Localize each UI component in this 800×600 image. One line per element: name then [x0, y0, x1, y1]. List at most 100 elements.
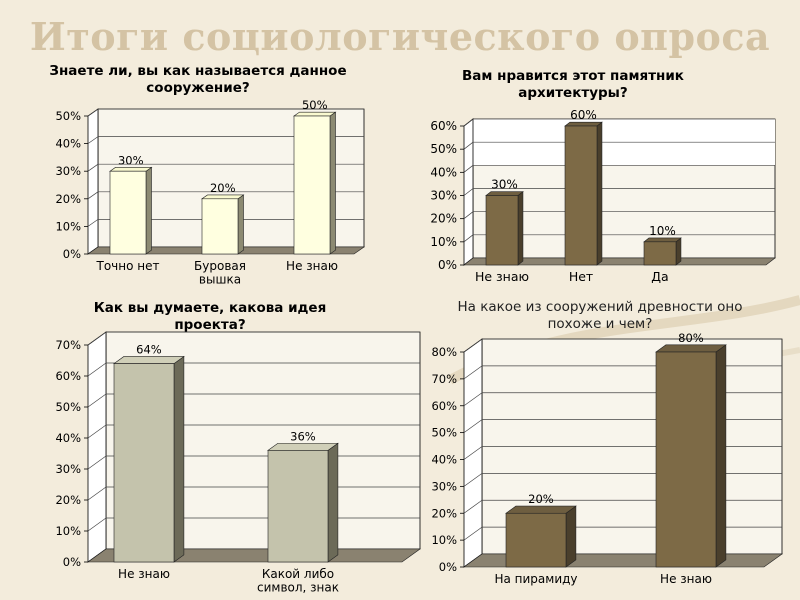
y-tick-label: 50%: [55, 109, 81, 123]
gridline-side: [463, 234, 474, 243]
y-tick-label: 60%: [431, 399, 457, 413]
y-tick-label: 0%: [63, 247, 81, 261]
data-label: 80%: [678, 331, 704, 345]
gridline-side: [87, 163, 99, 172]
y-tick-label: 0%: [63, 555, 81, 569]
bar-top: [201, 194, 245, 200]
y-tick-label: 50%: [431, 426, 457, 440]
bar-top: [109, 167, 153, 172]
bar-3: [293, 111, 337, 255]
data-label: 30%: [491, 178, 518, 192]
chart-side-wall: [87, 108, 99, 255]
y-tick-label: 80%: [431, 345, 457, 359]
bar-front: [201, 198, 239, 255]
x-category-label: Не знаю: [660, 572, 712, 586]
y-tick-label: 40%: [55, 137, 81, 151]
bar-front: [643, 241, 677, 266]
data-label: 64%: [136, 342, 162, 356]
bar-top: [267, 442, 339, 451]
x-category-label: Не знаю: [118, 567, 170, 581]
gridline-side: [463, 118, 474, 127]
data-label: 20%: [528, 492, 554, 506]
gridline-side: [463, 188, 474, 196]
bar-side: [517, 191, 524, 266]
gridline-side: [87, 517, 107, 532]
y-tick-label: 30%: [55, 462, 81, 476]
bar-side: [329, 111, 336, 255]
data-label: 60%: [570, 108, 597, 122]
data-label: 50%: [302, 98, 328, 112]
bar-2: [655, 344, 727, 568]
bar-1: [485, 191, 524, 266]
bar-front: [564, 125, 598, 266]
bar-side: [715, 344, 727, 568]
y-tick-label: 30%: [430, 189, 457, 203]
chart-4: 0% 10% 20% 30% 40% 50% 60% 70% 80% 20% На пирамиду…: [431, 331, 783, 586]
y-tick-label: 60%: [430, 119, 457, 133]
bar-top: [655, 344, 727, 353]
y-tick-label: 30%: [55, 164, 81, 178]
bar-side: [237, 194, 244, 255]
y-tick-label: 10%: [55, 219, 81, 233]
bar-top: [485, 191, 524, 196]
y-tick-label: 70%: [55, 338, 81, 352]
y-tick-label: 50%: [430, 142, 457, 156]
bar-2: [201, 194, 245, 255]
gridline-side: [87, 424, 107, 439]
bar-top: [643, 237, 682, 243]
gridline-side: [87, 136, 99, 144]
gridline-side: [87, 331, 107, 346]
bar-front: [655, 351, 717, 568]
gridline-side: [463, 165, 474, 173]
y-tick-label: 50%: [55, 400, 81, 414]
data-label: 10%: [649, 224, 676, 238]
gridline-side: [87, 108, 99, 117]
y-tick-label: 40%: [55, 431, 81, 445]
bar-side: [675, 237, 682, 266]
x-category-label: Нет: [569, 269, 593, 284]
chart-3-title: Как вы думаете, какова идея проекта?: [93, 300, 327, 333]
y-tick-label: 40%: [430, 165, 457, 179]
gridline-side: [463, 365, 483, 380]
y-tick-label: 0%: [438, 258, 457, 272]
bar-top: [505, 505, 577, 514]
y-tick-label: 10%: [55, 524, 81, 538]
bar-side: [145, 166, 152, 255]
slide-title: Итоги социологического опроса: [29, 14, 771, 59]
gridline-side: [463, 499, 483, 514]
bar-1: [109, 166, 153, 255]
bar-front: [113, 363, 175, 563]
data-label: 30%: [118, 153, 144, 167]
y-tick-label: 20%: [430, 212, 457, 226]
y-tick-label: 40%: [431, 453, 457, 467]
bar-1: [505, 505, 577, 568]
bar-side: [596, 121, 603, 266]
bar-front: [505, 512, 567, 568]
gridline-side: [463, 419, 483, 433]
y-tick-label: 20%: [55, 192, 81, 206]
gridline-side: [463, 141, 474, 150]
bar-side: [565, 505, 577, 568]
bar-front: [293, 115, 331, 255]
x-category-label: Да: [651, 269, 668, 284]
gridline-side: [463, 211, 474, 219]
x-category-label: Не знаю: [475, 269, 529, 284]
gridline-side: [87, 486, 107, 501]
y-tick-label: 0%: [439, 560, 457, 574]
gridline-side: [463, 392, 483, 407]
bar-side: [327, 442, 339, 563]
y-tick-label: 70%: [431, 372, 457, 386]
bar-top: [564, 121, 603, 127]
gridline-side: [463, 526, 483, 541]
data-label: 36%: [290, 429, 316, 443]
bar-top: [293, 111, 337, 117]
gridline-side: [463, 338, 483, 353]
gridline-side: [463, 446, 483, 460]
bar-3: [643, 237, 682, 266]
bar-1: [113, 355, 185, 563]
bar-front: [267, 450, 329, 563]
chart-1: 0% 10% 20% 30% 40% 50% 30% Точно нет 20% Буровая в…: [55, 98, 365, 287]
chart-side-wall: [87, 331, 107, 563]
x-category-label: На пирамиду: [494, 572, 577, 586]
chart-2-title: Вам нравится этот памятник архитектуры?: [462, 68, 684, 101]
